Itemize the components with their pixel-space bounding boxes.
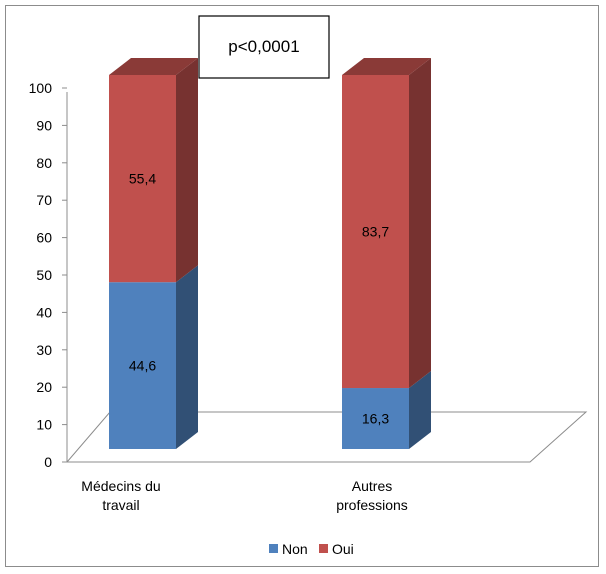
category-label: Autres professions [336, 478, 408, 513]
data-label: 44,6 [129, 358, 156, 374]
y-tick-label: 50 [36, 267, 52, 283]
bars-group [109, 58, 431, 449]
y-tick-label: 90 [36, 117, 52, 133]
bar-side-face [176, 265, 198, 449]
data-label: 55,4 [129, 171, 156, 187]
y-tick-label: 0 [44, 454, 52, 470]
legend-label-non: Non [282, 541, 308, 557]
y-tick-label: 80 [36, 155, 52, 171]
y-tick-label: 10 [36, 417, 52, 433]
legend-swatch-oui [319, 544, 328, 553]
category-labels-group: Médecins du travail Autres professions [81, 478, 407, 513]
bar-side-face [409, 58, 431, 388]
p-value-annotation: p<0,0001 [228, 37, 299, 56]
legend-label-oui: Oui [332, 541, 354, 557]
y-tick-label: 40 [36, 304, 52, 320]
data-label: 16,3 [362, 411, 389, 427]
bar-side-face [176, 58, 198, 282]
y-tick-label: 60 [36, 230, 52, 246]
category-label: Médecins du travail [81, 478, 160, 513]
y-axis: 0 10 20 30 40 50 60 70 80 90 100 [29, 80, 67, 470]
y-tick-label: 100 [29, 80, 53, 96]
legend: Non Oui [269, 541, 354, 557]
y-tick-label: 20 [36, 379, 52, 395]
annotation-box: p<0,0001 [199, 16, 329, 78]
y-tick-label: 30 [36, 342, 52, 358]
y-tick-label: 70 [36, 192, 52, 208]
legend-swatch-non [269, 544, 278, 553]
data-label: 83,7 [362, 224, 389, 240]
